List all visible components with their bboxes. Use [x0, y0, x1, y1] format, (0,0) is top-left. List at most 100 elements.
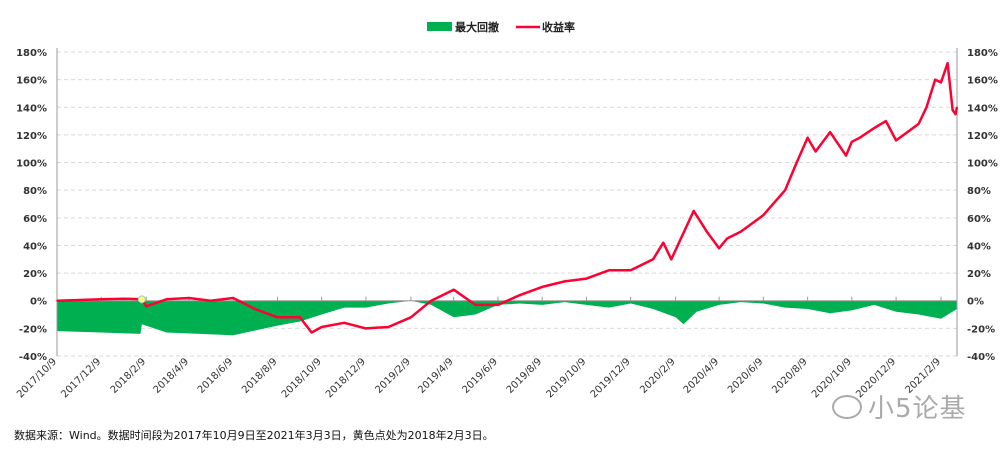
drawdown-area	[57, 300, 957, 336]
x-tick-label: 2019/12/9	[589, 356, 633, 400]
return-point	[954, 113, 957, 115]
return-point	[232, 297, 235, 299]
y-right-tick-label: 100%	[967, 159, 998, 170]
y-right-tick-label: 120%	[967, 131, 998, 142]
return-point	[387, 326, 390, 328]
return-point	[940, 81, 942, 84]
return-point	[795, 161, 798, 164]
y-right-tick-label: 180%	[967, 48, 998, 59]
return-point	[310, 331, 313, 334]
legend: 最大回撤 收益率	[427, 20, 575, 34]
y-tick-label: 140%	[16, 103, 47, 114]
return-point	[497, 304, 499, 306]
x-tick-label: 2017/12/9	[59, 356, 103, 400]
return-point	[78, 299, 81, 301]
return-point	[452, 288, 455, 291]
return-point	[165, 298, 168, 301]
return-point	[320, 326, 323, 328]
x-tick-label: 2020/6/9	[726, 356, 766, 396]
return-point	[518, 294, 521, 297]
return-line-path	[56, 61, 959, 334]
x-tick-label: 2019/6/9	[461, 356, 501, 396]
x-tick-label: 2019/2/9	[373, 356, 413, 396]
return-point	[784, 189, 786, 191]
y-tick-label: 120%	[16, 131, 47, 142]
return-point	[254, 308, 256, 310]
y-tick-label: 160%	[16, 76, 47, 87]
return-point	[430, 299, 433, 302]
return-point	[762, 214, 765, 216]
return-point	[670, 258, 673, 261]
x-tick-label: 2018/4/9	[152, 356, 192, 396]
return-point	[652, 258, 654, 261]
return-point	[956, 106, 958, 109]
legend-label-drawdown: 最大回撤	[455, 20, 499, 34]
x-tick-label: 2020/8/9	[770, 356, 810, 396]
legend-swatch-drawdown	[427, 22, 452, 31]
return-point	[726, 237, 728, 240]
x-tick-label: 2019/10/9	[544, 356, 588, 400]
y-tick-label: 180%	[16, 48, 47, 59]
return-point	[608, 269, 610, 272]
return-point	[343, 322, 345, 324]
return-point	[806, 136, 809, 139]
yellow-marker-point	[137, 295, 146, 304]
x-axis-labels: 2017/10/9 2017/12/9 2018/2/9 2018/4/9 2018/6…	[15, 356, 943, 400]
y-tick-label: 40%	[23, 241, 47, 252]
return-point	[934, 78, 937, 81]
return-point	[100, 298, 103, 301]
y-right-tick-label: 140%	[967, 103, 998, 114]
drawdown-area-fill	[57, 300, 957, 336]
return-point	[873, 127, 876, 129]
x-tick-label: 2019/8/9	[505, 356, 545, 396]
x-tick-label: 2018/8/9	[240, 356, 280, 396]
wechat-icon	[832, 394, 862, 419]
y-axis-left-labels: -40% -20% 0% 20% 40% 60% 80% 100% 120% 140% 160% 18…	[16, 48, 47, 363]
y-right-tick-label: -40%	[967, 352, 995, 363]
y-tick-label: 20%	[23, 269, 47, 280]
return-point	[851, 141, 853, 143]
return-point	[692, 210, 695, 212]
return-point	[814, 150, 817, 153]
y-right-tick-label: -20%	[967, 324, 995, 335]
x-tick-label: 2018/10/9	[280, 356, 324, 400]
footnote: 数据来源：Wind。数据时间段为2017年10月9日至2021年3月3日，黄色点…	[14, 429, 494, 442]
return-point	[859, 136, 861, 139]
return-point	[829, 131, 831, 133]
return-line	[56, 61, 959, 334]
return-point	[917, 123, 920, 125]
watermark: 小5论基	[832, 388, 967, 425]
y-right-tick-label: 40%	[967, 241, 991, 252]
return-point	[718, 247, 720, 250]
y-right-tick-label: 160%	[967, 76, 998, 87]
return-point	[299, 316, 301, 319]
return-point	[56, 299, 58, 302]
return-point	[740, 230, 742, 233]
x-tick-label: 2020/2/9	[638, 356, 678, 396]
y-right-tick-label: 20%	[967, 269, 991, 280]
y-right-tick-label: 60%	[967, 214, 991, 225]
return-point	[705, 230, 708, 233]
x-tick-label: 2018/12/9	[324, 356, 368, 400]
return-point	[122, 297, 125, 300]
return-point	[541, 286, 543, 288]
y-axis-right-labels: -40% -20% 0% 20% 40% 60% 80% 100% 120% 140% 160% 18…	[967, 48, 998, 363]
y-tick-label: 100%	[16, 159, 47, 170]
y-tick-label: -40%	[19, 352, 47, 363]
return-point	[563, 280, 566, 283]
return-point	[365, 327, 367, 330]
x-tick-label: 2018/6/9	[196, 356, 236, 396]
y-tick-label: 0%	[30, 297, 47, 308]
x-tick-label: 2020/4/9	[682, 356, 722, 396]
y-right-tick-label: 80%	[967, 186, 991, 197]
return-point	[845, 154, 847, 157]
return-point	[474, 304, 477, 306]
x-tick-label: 2018/2/9	[109, 356, 149, 396]
y-tick-label: -20%	[19, 324, 47, 335]
chart: -40% -20% 0% 20% 40% 60% 80% 100% 120% 140% 160% 18…	[15, 20, 998, 400]
return-point	[629, 269, 632, 272]
y-right-tick-label: 0%	[967, 297, 984, 308]
return-point	[885, 120, 887, 122]
return-point	[946, 62, 949, 64]
y-tick-label: 80%	[23, 186, 47, 197]
